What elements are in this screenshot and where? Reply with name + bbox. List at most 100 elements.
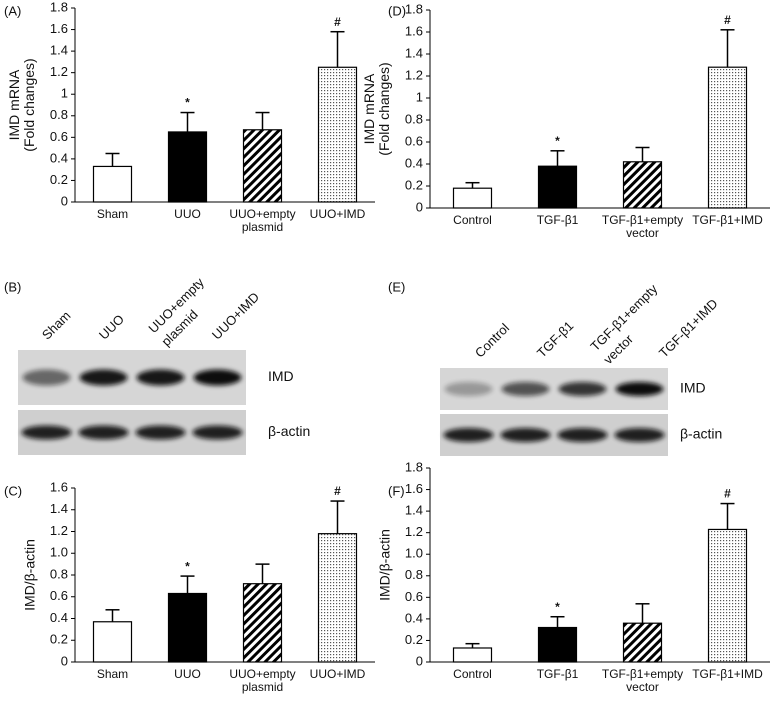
y-tick-label: 0.6 bbox=[405, 133, 423, 148]
blot-band bbox=[443, 428, 494, 442]
lane-label: Sham bbox=[39, 308, 74, 343]
y-axis-label: (Fold changes) bbox=[21, 58, 37, 151]
bar bbox=[622, 622, 663, 663]
x-tick-label: TGF-β1+empty vector bbox=[601, 668, 684, 694]
y-tick-label: 0.6 bbox=[405, 589, 423, 604]
y-tick-label: 1.6 bbox=[50, 479, 68, 494]
blot-band bbox=[558, 382, 607, 396]
y-tick-label: 1.0 bbox=[405, 546, 423, 561]
y-tick-label: 1.6 bbox=[405, 481, 423, 496]
y-tick-label: 0.8 bbox=[50, 107, 68, 122]
x-tick-label: UUO+empty plasmid bbox=[229, 668, 296, 694]
x-tick-label: UUO+empty plasmid bbox=[229, 208, 296, 234]
y-tick-label: 1.8 bbox=[50, 0, 68, 14]
y-tick-label: 1.4 bbox=[50, 501, 68, 516]
y-tick-label: 1.0 bbox=[50, 545, 68, 560]
significance-marker: * bbox=[555, 134, 560, 148]
row-label: β-actin bbox=[680, 426, 722, 442]
panel-label: (A) bbox=[4, 3, 21, 18]
x-label-box: TGF-β1+IMD bbox=[692, 668, 763, 681]
x-label-box: UUO+IMD bbox=[309, 668, 366, 681]
row-label: IMD bbox=[268, 368, 294, 384]
panel-label: (F) bbox=[388, 483, 405, 498]
blot-band bbox=[192, 425, 243, 440]
x-tick-label: TGF-β1 bbox=[536, 668, 579, 681]
y-tick-label: 1.2 bbox=[50, 64, 68, 79]
bar bbox=[92, 165, 133, 203]
lane-label: TGF-β1+IMD bbox=[656, 296, 721, 361]
lane-label: Control bbox=[472, 320, 512, 360]
bar bbox=[317, 533, 358, 663]
x-label-box: TGF-β1+empty vector bbox=[601, 214, 684, 240]
x-label-box: UUO+IMD bbox=[309, 208, 366, 221]
blot-band bbox=[78, 425, 129, 440]
y-tick-label: 0.2 bbox=[405, 177, 423, 192]
blot-band bbox=[79, 369, 128, 386]
bar bbox=[92, 621, 133, 663]
y-axis-label: (Fold changes) bbox=[376, 62, 392, 155]
panel-label: (E) bbox=[388, 279, 405, 294]
x-tick-label: UUO bbox=[174, 208, 201, 221]
x-tick-label: Control bbox=[453, 214, 492, 227]
blot-band bbox=[500, 428, 551, 442]
y-tick-label: 0.2 bbox=[50, 632, 68, 647]
x-label-box: Control bbox=[453, 214, 492, 227]
x-label-box: TGF-β1 bbox=[536, 668, 579, 681]
x-tick-label: UUO+IMD bbox=[309, 208, 366, 221]
significance-marker: * bbox=[185, 96, 190, 110]
y-tick-label: 1.8 bbox=[405, 459, 423, 474]
bar bbox=[167, 592, 208, 663]
y-tick-label: 0.2 bbox=[50, 172, 68, 187]
y-tick-label: 0 bbox=[61, 193, 68, 208]
y-axis-label: IMD mRNA bbox=[6, 69, 22, 140]
x-label-box: Sham bbox=[96, 208, 129, 221]
y-tick-label: 1.2 bbox=[405, 524, 423, 539]
x-tick-label: Sham bbox=[96, 208, 129, 221]
blot-band bbox=[444, 382, 493, 396]
x-label-box: UUO+empty plasmid bbox=[229, 668, 296, 694]
y-tick-label: 1.6 bbox=[405, 23, 423, 38]
y-tick-label: 1.2 bbox=[50, 523, 68, 538]
x-tick-label: UUO+IMD bbox=[309, 668, 366, 681]
x-tick-label: TGF-β1+empty vector bbox=[601, 214, 684, 240]
y-tick-label: 0.6 bbox=[50, 588, 68, 603]
bar bbox=[707, 528, 748, 663]
x-tick-label: TGF-β1+IMD bbox=[692, 668, 763, 681]
significance-marker: * bbox=[555, 600, 560, 614]
y-axis-label: IMD mRNA bbox=[361, 73, 377, 144]
y-tick-label: 1.4 bbox=[50, 43, 68, 58]
x-tick-label: UUO bbox=[174, 668, 201, 681]
blot-band bbox=[193, 369, 242, 386]
bar bbox=[317, 66, 358, 203]
y-tick-label: 0 bbox=[416, 199, 423, 214]
panel-label: (B) bbox=[4, 279, 21, 294]
y-tick-label: 0.8 bbox=[405, 111, 423, 126]
x-label-box: TGF-β1 bbox=[537, 214, 579, 227]
y-tick-label: 1.4 bbox=[405, 45, 423, 60]
lane-label: TGF-β1 bbox=[534, 318, 576, 360]
blot-band bbox=[22, 369, 71, 386]
bar bbox=[452, 647, 493, 663]
x-label-box: UUO+empty plasmid bbox=[229, 208, 296, 234]
x-label-box: UUO bbox=[174, 668, 201, 681]
y-tick-label: 0.4 bbox=[50, 610, 68, 625]
x-label-box: Control bbox=[453, 668, 492, 681]
y-axis-label: IMD/β-actin bbox=[377, 529, 393, 601]
y-tick-label: 1.8 bbox=[405, 1, 423, 16]
significance-marker: # bbox=[334, 15, 341, 29]
blot-band bbox=[557, 428, 608, 442]
bar bbox=[242, 129, 283, 203]
y-tick-label: 0 bbox=[416, 653, 423, 668]
y-tick-label: 0.4 bbox=[405, 155, 423, 170]
significance-marker: # bbox=[724, 13, 731, 27]
x-tick-label: TGF-β1+IMD bbox=[692, 214, 763, 227]
significance-marker: # bbox=[724, 487, 731, 501]
row-label: β-actin bbox=[268, 423, 310, 439]
y-tick-label: 0.8 bbox=[50, 566, 68, 581]
y-tick-label: 1.6 bbox=[50, 21, 68, 36]
blot-band bbox=[135, 425, 186, 440]
panel-label: (C) bbox=[4, 483, 22, 498]
blot-band bbox=[136, 369, 185, 386]
x-label-box: TGF-β1+IMD bbox=[692, 214, 763, 227]
